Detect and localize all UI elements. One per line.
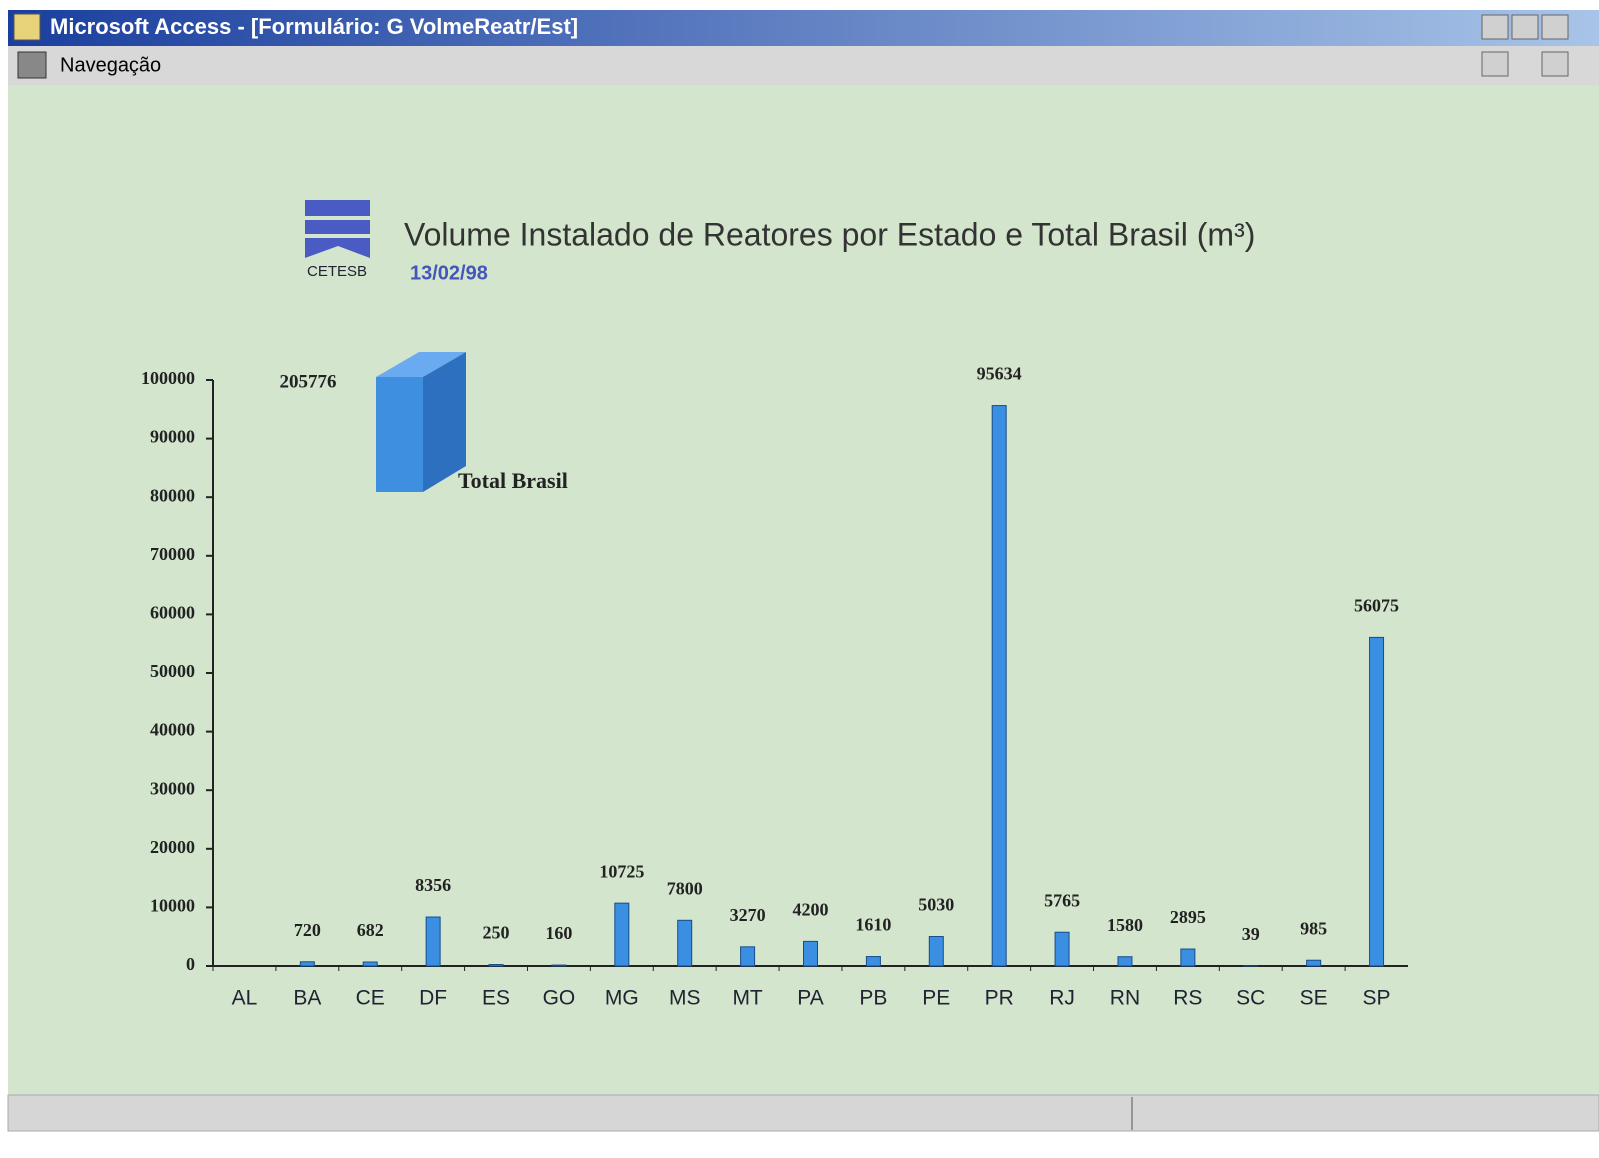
x-tick-label: RJ	[1049, 987, 1075, 1010]
bar	[426, 917, 440, 966]
y-tick-label: 10000	[150, 896, 195, 916]
x-tick-label: PE	[922, 987, 950, 1010]
bar	[866, 957, 880, 966]
y-tick-label: 60000	[150, 603, 195, 623]
close-button[interactable]	[1542, 15, 1568, 39]
bar	[489, 965, 503, 966]
window-title: Microsoft Access - [Formulário: G VolmeR…	[50, 14, 578, 39]
bar	[1118, 957, 1132, 966]
total-label: Total Brasil	[458, 468, 568, 493]
data-label: 985	[1300, 918, 1327, 938]
data-label: 8356	[415, 875, 451, 895]
restore-button[interactable]	[1512, 15, 1538, 39]
app-icon	[14, 14, 40, 40]
y-tick-label: 100000	[141, 368, 195, 388]
window-controls[interactable]	[1482, 15, 1568, 39]
x-tick-label: SE	[1300, 987, 1328, 1010]
page: Microsoft Access - [Formulário: G VolmeR…	[0, 0, 1599, 1153]
bar	[678, 920, 692, 966]
x-tick-label: CE	[356, 987, 385, 1010]
x-tick-label: MT	[732, 987, 762, 1010]
bar	[804, 941, 818, 966]
x-tick-label: GO	[543, 987, 576, 1010]
bar	[615, 903, 629, 966]
bar	[552, 965, 566, 966]
x-tick-label: RN	[1110, 987, 1140, 1010]
data-label: 7800	[667, 878, 703, 898]
y-tick-label: 90000	[150, 427, 195, 447]
y-tick-label: 30000	[150, 778, 195, 798]
data-label: 1580	[1107, 915, 1143, 935]
data-label: 160	[545, 923, 572, 943]
x-tick-label: MS	[669, 987, 701, 1010]
y-tick-label: 0	[186, 954, 195, 974]
logo-text: CETESB	[307, 263, 367, 280]
x-tick-label: SC	[1236, 987, 1265, 1010]
x-tick-label: RS	[1173, 987, 1202, 1010]
data-label: 4200	[793, 900, 829, 920]
form-close-button[interactable]	[1542, 52, 1568, 76]
form-restore-button[interactable]	[1482, 52, 1508, 76]
y-tick-label: 70000	[150, 544, 195, 564]
x-tick-label: ES	[482, 987, 510, 1010]
data-label: 2895	[1170, 907, 1206, 927]
x-tick-label: SP	[1363, 987, 1391, 1010]
data-label: 10725	[599, 861, 644, 881]
x-tick-label: PA	[797, 987, 823, 1010]
bar	[929, 937, 943, 966]
data-label: 56075	[1354, 596, 1399, 616]
form-icon	[18, 52, 46, 78]
bar	[1181, 949, 1195, 966]
total-value-label: 205776	[280, 371, 337, 392]
y-tick-label: 40000	[150, 720, 195, 740]
data-label: 95634	[977, 364, 1022, 384]
data-label: 3270	[730, 905, 766, 925]
y-tick-label: 20000	[150, 837, 195, 857]
data-label: 5765	[1044, 890, 1080, 910]
data-label: 250	[483, 923, 510, 943]
chart-title: Volume Instalado de Reatores por Estado …	[404, 216, 1255, 252]
menu-item[interactable]: Navegação	[60, 54, 161, 76]
chart-subtitle: 13/02/98	[410, 262, 488, 284]
x-tick-label: AL	[232, 987, 258, 1010]
y-tick-label: 50000	[150, 661, 195, 681]
bar	[1055, 932, 1069, 966]
screen: Microsoft Access - [Formulário: G VolmeR…	[0, 0, 1599, 1153]
total-box	[376, 352, 466, 492]
y-tick-label: 80000	[150, 485, 195, 505]
bar	[992, 406, 1006, 966]
data-label: 5030	[918, 895, 954, 915]
data-label: 39	[1242, 924, 1260, 944]
bar	[1370, 637, 1384, 966]
data-label: 1610	[855, 915, 891, 935]
bar	[363, 962, 377, 966]
bar	[741, 947, 755, 966]
menu-bar	[8, 46, 1599, 85]
x-tick-label: MG	[605, 987, 639, 1010]
data-label: 682	[357, 920, 384, 940]
status-bar	[8, 1095, 1599, 1131]
x-tick-label: BA	[293, 987, 321, 1010]
minimize-button[interactable]	[1482, 15, 1508, 39]
x-tick-label: PR	[985, 987, 1014, 1010]
total-front	[376, 377, 423, 492]
x-tick-label: DF	[419, 987, 447, 1010]
data-label: 720	[294, 920, 321, 940]
bar	[1307, 960, 1321, 966]
x-tick-label: PB	[859, 987, 887, 1010]
bar	[300, 962, 314, 966]
